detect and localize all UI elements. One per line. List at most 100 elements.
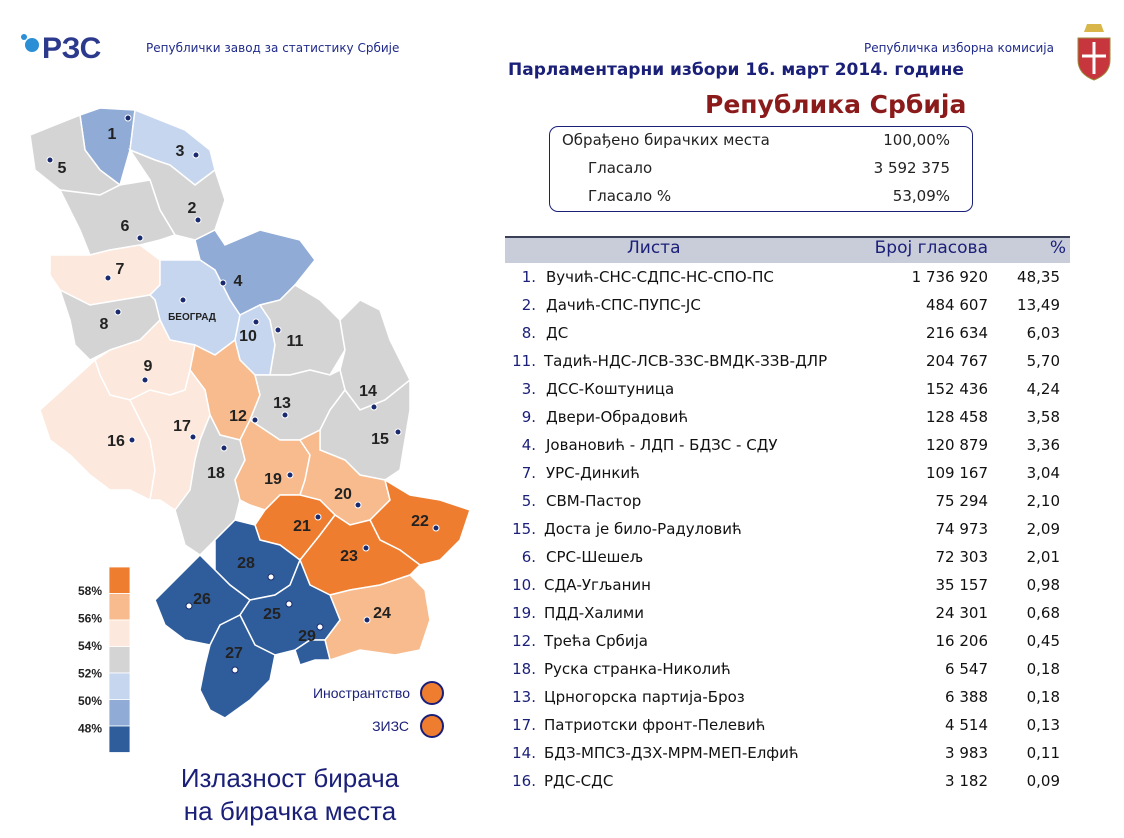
row-number: 15. (512, 520, 536, 538)
region-dot (194, 216, 202, 224)
institute: Републички завод за статистику Србије (146, 41, 400, 55)
legend-label: 50% (78, 694, 102, 708)
region-label: 8 (100, 316, 109, 333)
region-label: 10 (239, 328, 257, 345)
region-label: 1 (108, 126, 117, 143)
row-number: 10. (512, 576, 536, 594)
region (58, 179, 177, 256)
votes: 128 458 (925, 408, 988, 426)
party-name: Трећа Србија (544, 632, 649, 650)
party-name: СВМ-Пастор (546, 492, 642, 510)
region-label: 13 (273, 395, 291, 412)
party-name: СДА-Угљанин (544, 576, 651, 594)
row-number: 11. (512, 352, 536, 370)
region-dot (136, 234, 144, 242)
region-dot (46, 156, 54, 164)
party-name: Двери-Обрадовић (546, 408, 689, 426)
logo-dot (21, 34, 27, 40)
votes: 75 294 (935, 492, 989, 510)
party-name: ДСС-Коштуница (546, 380, 675, 398)
votes: 120 879 (925, 436, 988, 454)
region-dot (185, 602, 193, 610)
party-name: Дачић-СПС-ПУПС-ЈС (546, 296, 701, 314)
percent: 0,09 (1026, 772, 1060, 790)
region-label: 5 (58, 160, 67, 177)
votes: 74 973 (935, 520, 989, 538)
party-name: Руска странка-Николић (544, 660, 731, 678)
row-number: 1. (521, 268, 536, 286)
region-label: 19 (264, 471, 282, 488)
summary-value: 53,09% (892, 187, 950, 205)
summary-value: 100,00% (883, 131, 950, 149)
percent: 5,70 (1026, 352, 1060, 370)
region-dot (231, 666, 239, 674)
votes: 4 514 (945, 716, 988, 734)
party-name: Црногорска партија-Броз (544, 688, 745, 706)
row-number: 6. (521, 548, 536, 566)
row-number: 3. (521, 380, 536, 398)
region-dot (274, 326, 282, 334)
region-dot (179, 296, 187, 304)
region-label: 12 (229, 408, 247, 425)
party-name: Тадић-НДС-ЛСВ-ЗЗС-ВМДК-ЗЗВ-ДЛР (544, 352, 828, 370)
percent: 0,11 (1026, 744, 1060, 762)
percent: 13,49 (1017, 296, 1060, 314)
legend-swatch (108, 646, 131, 674)
legend-swatch (108, 619, 131, 647)
region-label: 14 (359, 383, 377, 400)
region-label: 21 (293, 518, 311, 535)
votes: 24 301 (935, 604, 989, 622)
region-label: 29 (298, 628, 316, 645)
summary-box: Обрађено бирачких места 100,00% Гласало 3 5… (549, 126, 973, 212)
region-dot (314, 513, 322, 521)
percent: 0,18 (1026, 688, 1060, 706)
column-header: Листа (627, 238, 681, 258)
region-dot (285, 600, 293, 608)
party-name: УРС-Динкић (546, 464, 640, 482)
column-header: % (1049, 238, 1066, 258)
percent: 0,45 (1026, 632, 1060, 650)
extra-marker (420, 714, 444, 738)
votes: 204 767 (925, 352, 988, 370)
legend-swatch (108, 593, 131, 621)
party-name: Вучић-СНС-СДПС-НС-СПО-ПС (546, 268, 774, 286)
legend-swatch (108, 699, 131, 727)
extra-marker (420, 681, 444, 705)
votes: 3 983 (945, 744, 988, 762)
region-label: 18 (207, 465, 225, 482)
party-name: ДС (546, 324, 569, 342)
votes: 1 736 920 (911, 268, 988, 286)
region-dot (189, 433, 197, 441)
region-label: 3 (176, 143, 185, 160)
region-dot (141, 376, 149, 384)
legend-label: 58% (78, 584, 102, 598)
region (294, 639, 331, 666)
percent: 48,35 (1017, 268, 1060, 286)
votes: 109 167 (925, 464, 988, 482)
party-name: СРС-Шешељ (546, 548, 644, 566)
region-label: 4 (234, 273, 243, 290)
region-dot (267, 573, 275, 581)
map-caption: на бирачка места (184, 796, 397, 826)
region-dot (281, 411, 289, 419)
party-name: БДЗ-МПСЗ-ДЗХ-МРМ-МЕП-Елфић (544, 744, 799, 762)
row-number: 13. (512, 688, 536, 706)
region-label: 20 (334, 486, 352, 503)
legend-label: 56% (78, 612, 102, 626)
votes: 152 436 (925, 380, 988, 398)
votes: 6 547 (945, 660, 988, 678)
percent: 2,10 (1026, 492, 1060, 510)
region-dot (219, 279, 227, 287)
row-number: 9. (521, 408, 536, 426)
legend-label: 48% (78, 722, 102, 736)
row-number: 5. (521, 492, 536, 510)
votes: 72 303 (935, 548, 989, 566)
region-label: 22 (411, 513, 429, 530)
summary-label: Гласало % (588, 187, 672, 205)
region-label: 15 (371, 431, 389, 448)
region-label: 23 (340, 548, 358, 565)
percent: 3,04 (1026, 464, 1060, 482)
row-number: 18. (512, 660, 536, 678)
region-dot (252, 318, 260, 326)
